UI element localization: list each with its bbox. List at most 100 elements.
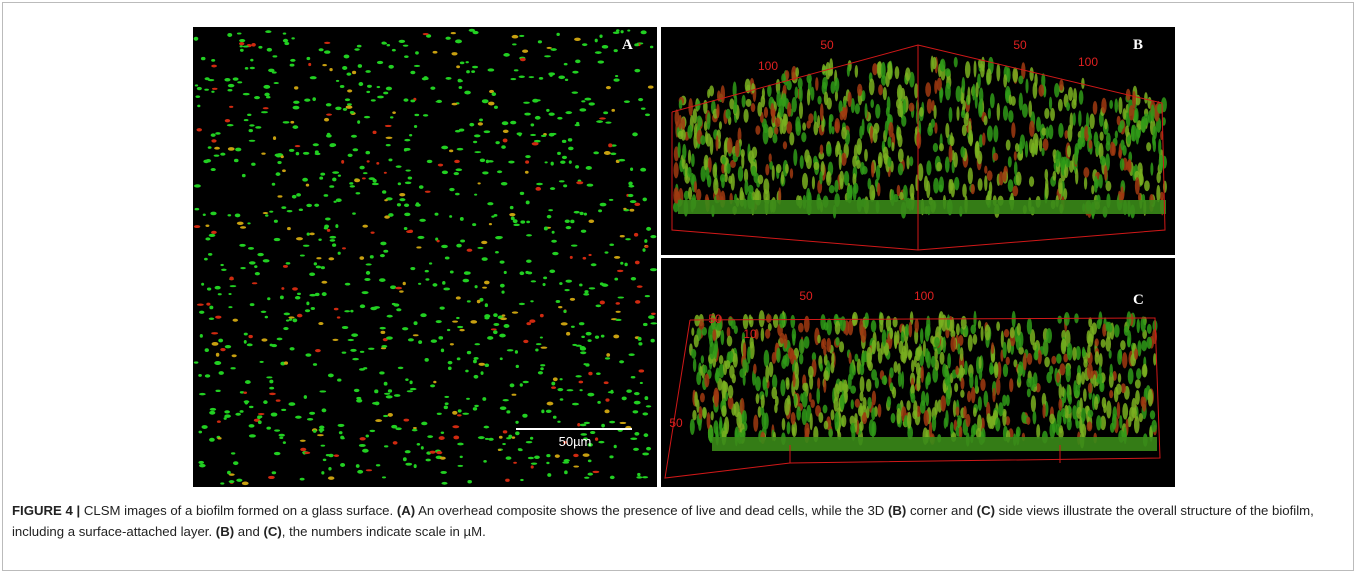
cell <box>815 77 819 91</box>
cell <box>329 144 335 148</box>
cell <box>424 269 429 273</box>
cell <box>239 39 246 43</box>
cell <box>798 322 804 333</box>
cell <box>1005 394 1010 407</box>
cell <box>198 373 202 377</box>
cell <box>946 314 951 329</box>
cell <box>388 64 394 69</box>
cell <box>934 348 938 362</box>
cell <box>957 343 961 355</box>
cell <box>1065 158 1071 168</box>
cell <box>1076 407 1082 419</box>
cell <box>398 39 406 44</box>
cell <box>1057 315 1062 324</box>
cell <box>526 234 532 237</box>
cell <box>248 424 255 428</box>
cell <box>325 217 331 221</box>
cell <box>774 126 779 135</box>
cell <box>384 199 388 202</box>
scale-number: 50 <box>708 312 722 326</box>
cell <box>823 322 829 331</box>
cell <box>520 478 524 482</box>
cell <box>199 463 206 468</box>
cell <box>292 287 298 291</box>
cell <box>1056 410 1062 427</box>
cell <box>530 462 538 465</box>
cell <box>1013 161 1018 176</box>
caption-segment: (B) <box>887 503 907 518</box>
cell <box>613 334 620 339</box>
cell <box>908 350 913 359</box>
cell <box>294 295 301 300</box>
cell <box>312 429 317 433</box>
cell <box>477 122 484 126</box>
cell <box>864 312 870 328</box>
cell <box>997 361 1002 380</box>
cell <box>959 364 964 382</box>
cell <box>362 448 369 453</box>
cell <box>415 202 420 207</box>
cell <box>821 339 825 350</box>
cell <box>539 336 543 339</box>
cell <box>727 384 734 399</box>
cell <box>923 175 929 192</box>
cell <box>377 95 384 99</box>
cell <box>267 297 271 301</box>
cell <box>522 413 528 418</box>
cell <box>462 412 470 415</box>
cell <box>640 107 646 110</box>
cell <box>830 361 835 374</box>
cell <box>1066 383 1070 399</box>
cell <box>831 126 835 135</box>
cell <box>557 116 563 120</box>
cell <box>291 194 297 199</box>
cell <box>229 105 234 108</box>
cell <box>376 162 380 165</box>
cell <box>913 355 917 368</box>
cell <box>242 92 250 96</box>
cell <box>248 261 256 265</box>
cell <box>347 338 355 342</box>
cell <box>882 146 889 161</box>
cell <box>604 357 611 360</box>
cell <box>274 429 281 432</box>
cell <box>575 344 582 347</box>
panel-label: B <box>1133 37 1143 53</box>
cell <box>609 420 616 424</box>
cell <box>726 335 733 347</box>
cell <box>228 480 235 484</box>
cell <box>604 409 610 414</box>
cell <box>919 328 924 345</box>
cell <box>1026 352 1033 365</box>
caption-segment: , the numbers indicate scale in µM. <box>281 524 486 539</box>
cell <box>355 192 361 195</box>
cell <box>559 282 563 285</box>
cell <box>989 93 995 109</box>
cell <box>321 292 327 297</box>
cell <box>1073 149 1079 165</box>
cell <box>789 168 794 179</box>
cell <box>884 342 890 356</box>
cell <box>526 220 531 224</box>
cell <box>352 212 356 215</box>
cell <box>1119 158 1125 171</box>
cell <box>802 122 807 131</box>
cell <box>455 39 462 44</box>
cell <box>583 212 588 216</box>
cell <box>1099 155 1106 166</box>
cell <box>511 311 519 314</box>
cell <box>326 228 331 232</box>
cell <box>309 411 316 415</box>
cell <box>552 415 557 419</box>
cell <box>984 165 988 174</box>
cell <box>332 171 340 174</box>
cell <box>381 476 387 479</box>
cell <box>210 133 216 137</box>
cell <box>1003 74 1008 88</box>
cell <box>269 210 274 213</box>
cell <box>527 456 534 460</box>
cell <box>195 95 201 98</box>
cell <box>294 145 301 148</box>
cell <box>385 86 393 91</box>
